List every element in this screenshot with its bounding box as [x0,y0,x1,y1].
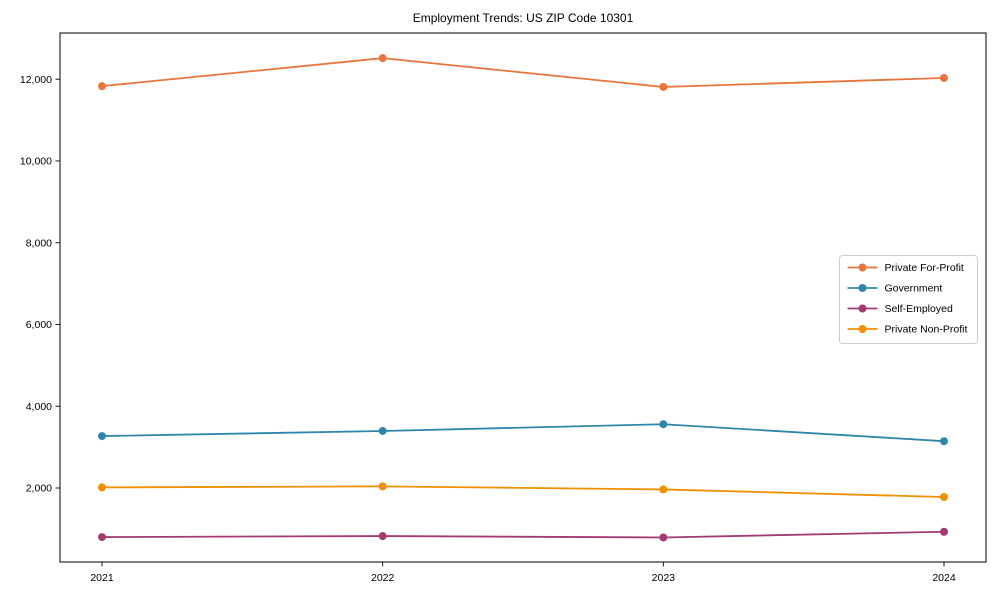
y-axis-tick-label: 10,000 [20,156,52,168]
legend-label-self-employed: Self-Employed [885,303,953,315]
legend-swatch-marker-government [858,284,867,292]
data-point-self-employed-2022 [378,532,387,541]
data-point-private-for-profit-2021 [98,82,106,91]
x-axis-tick-label: 2023 [652,572,676,584]
data-point-private-non-profit-2021 [98,483,106,492]
series-line-self-employed [101,530,945,539]
legend-swatch-marker-private-for-profit [858,263,867,272]
data-point-government-2021 [98,432,106,441]
y-axis-tick-label: 12,000 [20,74,52,86]
data-point-self-employed-2024 [940,527,948,536]
series-line-private-for-profit [101,57,945,88]
x-axis-tick-label: 2024 [932,572,956,584]
legend-label-private-non-profit: Private Non-Profit [885,324,968,336]
y-axis-tick-label: 6,000 [26,319,52,331]
plot-area [59,32,987,563]
data-point-government-2022 [378,426,387,435]
data-point-self-employed-2021 [98,533,106,542]
data-point-government-2024 [940,437,948,446]
data-point-private-non-profit-2022 [378,482,387,491]
y-axis-tick-label: 2,000 [26,483,52,495]
data-point-private-for-profit-2024 [940,73,948,82]
data-point-private-for-profit-2022 [378,54,387,63]
legend-label-private-for-profit: Private For-Profit [885,262,964,274]
legend-box [839,255,978,344]
series-line-government [101,423,945,443]
data-point-self-employed-2023 [659,533,668,542]
y-axis-tick-label: 8,000 [26,237,52,249]
chart-title: Employment Trends: US ZIP Code 10301 [412,11,634,25]
data-point-private-non-profit-2023 [659,485,668,494]
legend-swatch-marker-private-non-profit [858,325,867,333]
legend-label-government: Government [885,283,943,295]
x-axis-tick-label: 2021 [90,572,114,584]
legend-swatch-marker-self-employed [858,304,867,313]
y-axis-tick-label: 4,000 [26,401,52,413]
data-point-private-for-profit-2023 [659,82,668,91]
data-point-private-non-profit-2024 [940,492,948,501]
x-axis-tick-label: 2022 [371,572,395,584]
series-line-private-non-profit [101,485,945,498]
data-point-government-2023 [659,420,668,429]
